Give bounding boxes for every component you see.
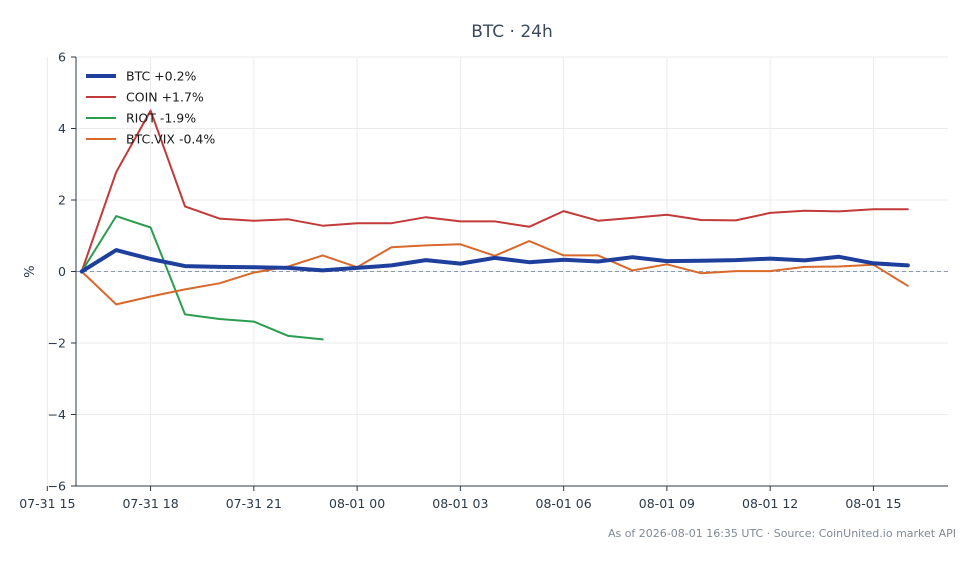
y-tick-label: 2: [58, 193, 66, 208]
x-tick-label: 08-01 06: [536, 496, 592, 511]
x-tick-label: 08-01 09: [639, 496, 695, 511]
chart-title: BTC · 24h: [471, 22, 553, 42]
axes: −6 −4 −2 0 2 4 6 07-31 15 07-31 18 07-31 21 08-01 …: [19, 50, 948, 511]
y-axis-label: %: [23, 265, 38, 277]
series-layer: [79, 109, 910, 341]
y-tick-label: 6: [58, 50, 66, 65]
x-tick-label: 07-31 21: [226, 496, 282, 511]
series-line-btc: [79, 248, 910, 274]
legend: BTC +0.2% COIN +1.7% RIOT -1.9% BTC.VIX -0.…: [86, 69, 215, 147]
y-tick-label: −2: [48, 336, 66, 351]
y-tick-label: 0: [58, 264, 66, 279]
x-tick-label: 08-01 03: [432, 496, 488, 511]
y-tick-label: −6: [48, 479, 66, 494]
legend-label: COIN +1.7%: [126, 90, 204, 105]
x-tick-label: 07-31 18: [122, 496, 178, 511]
series-line-btc-vix: [80, 240, 909, 306]
x-tick-label: 07-31 15: [19, 496, 75, 511]
y-tick-label: −4: [48, 407, 66, 422]
series-line-riot: [80, 215, 324, 341]
legend-label: BTC +0.2%: [126, 69, 197, 84]
legend-label: BTC.VIX -0.4%: [126, 132, 215, 147]
footer-source-note: As of 2026-08-01 16:35 UTC · Source: Coi…: [608, 527, 956, 540]
series-line-coin: [80, 109, 909, 273]
legend-label: RIOT -1.9%: [126, 111, 196, 126]
x-tick-label: 08-01 12: [742, 496, 798, 511]
x-tick-label: 08-01 15: [845, 496, 901, 511]
x-tick-label: 08-01 00: [329, 496, 385, 511]
y-tick-label: 4: [58, 121, 66, 136]
